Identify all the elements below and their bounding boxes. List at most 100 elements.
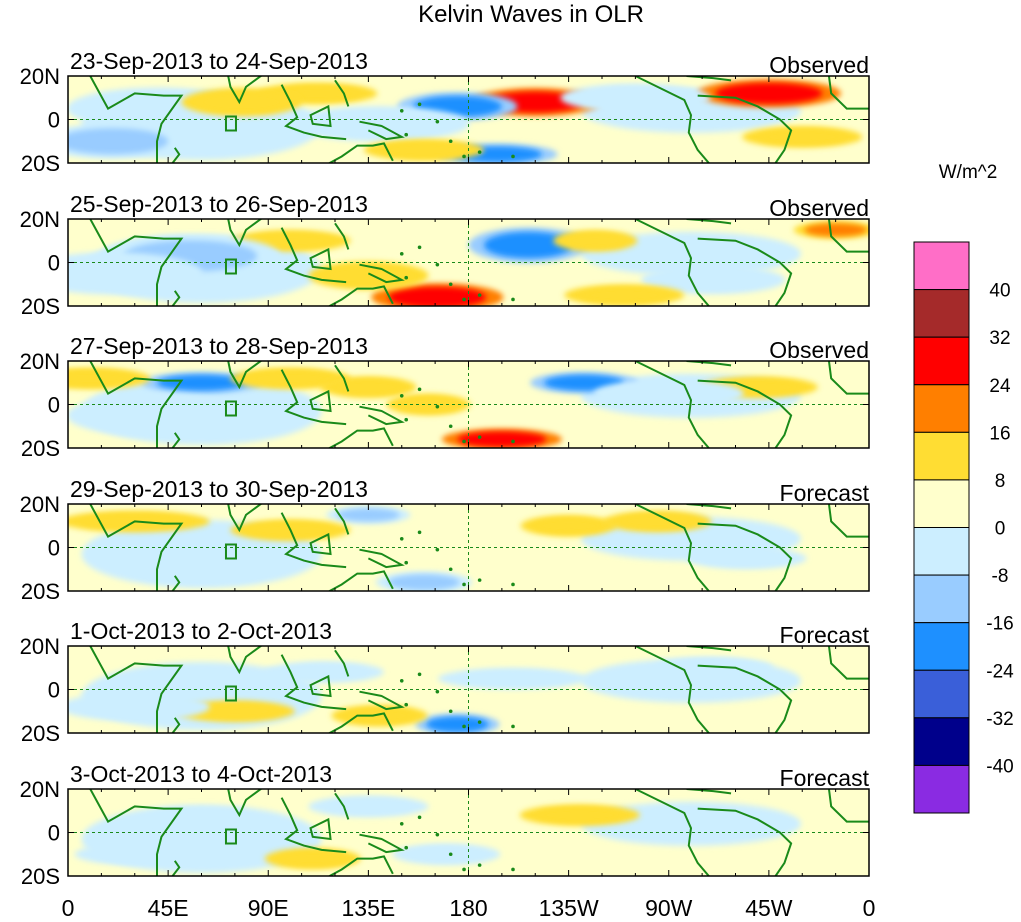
coast-west-africa — [827, 504, 869, 538]
anomaly-blob — [484, 232, 574, 259]
coast-borneo — [309, 247, 332, 271]
anomaly-blob — [579, 287, 669, 303]
coast-india — [227, 219, 263, 248]
colorbar-swatch — [913, 384, 970, 433]
island — [435, 262, 440, 267]
coast-india — [227, 646, 263, 675]
coast-americas-east — [697, 379, 793, 448]
x-tick-label: 180 — [449, 895, 487, 921]
coast-africa — [89, 646, 184, 733]
coast-australia — [327, 855, 394, 876]
island — [511, 154, 515, 159]
coast-new-guinea — [359, 833, 405, 854]
anomaly-blob — [68, 370, 135, 387]
island — [404, 702, 409, 707]
x-tick-label: 0 — [62, 895, 75, 921]
island — [448, 852, 453, 857]
colorbar-swatch — [913, 241, 970, 291]
coast-americas-west — [634, 361, 710, 448]
x-tick-label: 135E — [342, 895, 396, 921]
panel-1: 20N 0 20S 23-Sep-2013 to 24-Sep-2013 Observe… — [20, 48, 870, 176]
coast-indonesia — [280, 654, 347, 711]
island — [477, 435, 482, 439]
coast-borneo — [309, 389, 332, 413]
panel-field — [74, 789, 869, 876]
coast-west-africa — [827, 76, 869, 110]
island — [435, 832, 440, 837]
coast-philippines — [334, 79, 350, 107]
island — [448, 709, 453, 714]
coast-india — [227, 504, 263, 533]
anomaly-blob — [157, 374, 246, 391]
anomaly-blob — [246, 232, 335, 249]
island — [417, 102, 422, 107]
island — [399, 394, 404, 398]
panel-period: 29-Sep-2013 to 30-Sep-2013 — [70, 476, 368, 502]
colorbar-units-label: W/m^2 — [939, 162, 998, 183]
coast-india — [227, 789, 263, 818]
anomaly-blob — [246, 370, 335, 387]
panel-6: 20N 0 20S 3-Oct-2013 to 4-Oct-2013 Forecast — [20, 761, 870, 889]
coastlines — [89, 504, 869, 591]
coast-indonesia — [280, 227, 347, 284]
coast-africa — [89, 76, 184, 163]
coast-americas-west — [634, 789, 710, 876]
x-tick-label: 45E — [148, 895, 189, 921]
x-tick-label: 135W — [539, 895, 599, 921]
island — [477, 720, 482, 724]
colorbar-level-label: -16 — [986, 614, 1013, 635]
island — [462, 297, 466, 302]
coast-indonesia — [280, 369, 347, 426]
anomaly-blob — [457, 670, 569, 687]
colorbar-level-label: 24 — [989, 376, 1011, 397]
island — [417, 530, 422, 535]
colorbar-level-label: -24 — [986, 661, 1014, 682]
coast-west-africa — [827, 361, 869, 395]
colorbar-level-label: -32 — [986, 709, 1013, 730]
colorbar-swatch — [913, 479, 970, 528]
panel-3: 20N 0 20S 27-Sep-2013 to 28-Sep-2013 Observe… — [20, 333, 870, 461]
anomaly-blob — [157, 811, 246, 833]
island — [399, 822, 404, 826]
island — [477, 150, 482, 154]
coast-americas-east — [697, 522, 793, 591]
panel-4: 20N 0 20S 29-Sep-2013 to 30-Sep-2013 Forecas… — [20, 476, 870, 604]
island — [477, 293, 482, 297]
island — [435, 119, 440, 124]
coast-madagascar — [171, 432, 181, 448]
anomaly-blob — [659, 269, 767, 291]
coastlines — [89, 76, 869, 163]
panel-2: 20N 0 20S 25-Sep-2013 to 26-Sep-2013 Observe… — [20, 191, 870, 319]
island — [462, 154, 466, 159]
island — [399, 109, 404, 113]
island — [435, 547, 440, 552]
coastlines — [89, 219, 869, 306]
anomaly-blob — [323, 265, 413, 286]
colorbar-swatch — [913, 527, 970, 576]
anomaly-blob — [535, 807, 625, 823]
colorbar-swatch — [913, 574, 970, 624]
coast-philippines — [334, 364, 350, 392]
coast-borneo — [309, 104, 332, 128]
anomaly-blob — [379, 142, 469, 158]
colorbar-swatch — [913, 336, 970, 386]
coast-africa — [89, 789, 184, 876]
anomaly-blob — [90, 399, 224, 432]
anomaly-blob — [197, 91, 287, 113]
island — [462, 582, 466, 587]
island — [399, 252, 404, 256]
coast-india — [227, 361, 263, 390]
island — [448, 567, 453, 572]
island-box — [224, 115, 237, 132]
coast-borneo — [309, 674, 332, 698]
coast-africa — [89, 361, 184, 448]
coast-indonesia — [280, 797, 347, 854]
y-tick-label: 0 — [48, 536, 60, 561]
anomaly-blob — [457, 431, 547, 448]
colorbar-swatch — [913, 669, 970, 719]
colorbar-swatch — [913, 764, 970, 814]
island — [448, 282, 453, 287]
coast-new-guinea — [359, 548, 405, 569]
island — [399, 537, 404, 541]
